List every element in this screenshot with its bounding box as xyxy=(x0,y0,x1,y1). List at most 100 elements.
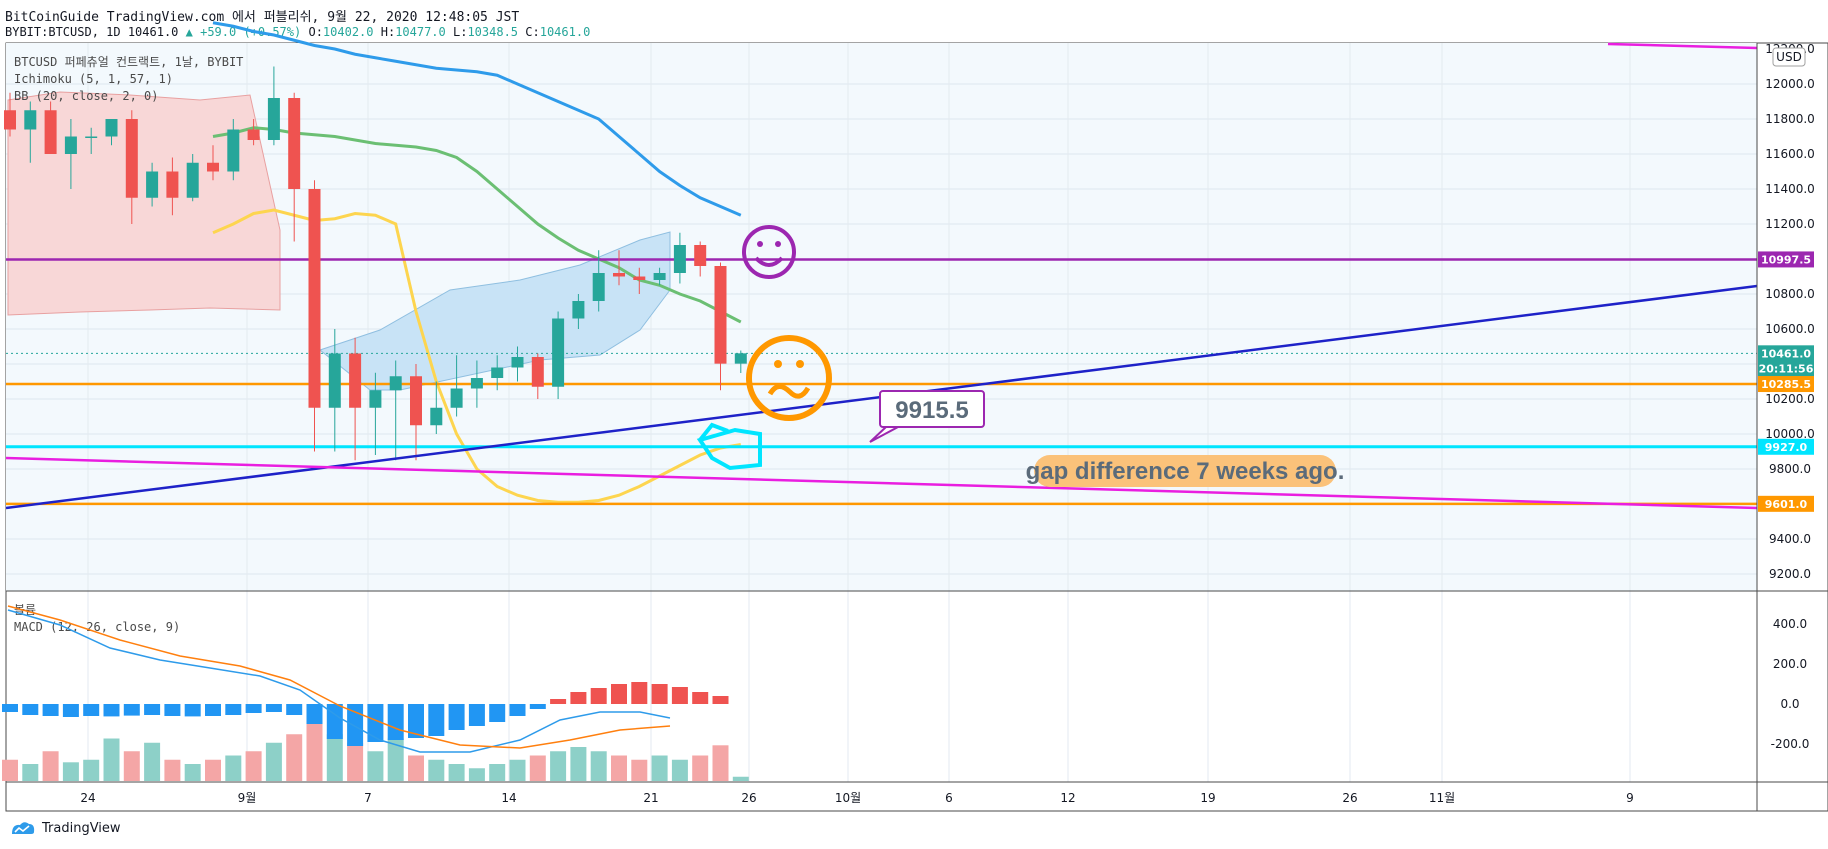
macd-histogram-bar xyxy=(265,704,282,712)
price-tag-box xyxy=(1758,360,1814,377)
candle-body xyxy=(389,376,402,391)
price-tick-label: 11400.0 xyxy=(1765,182,1815,196)
tradingview-brand[interactable]: TradingView xyxy=(10,820,121,836)
volume-bar xyxy=(529,755,546,781)
volume-bar xyxy=(83,759,100,781)
time-tick-label: 26 xyxy=(741,791,756,805)
candle-body xyxy=(105,119,118,137)
price-tick-label: 10200.0 xyxy=(1765,392,1815,406)
macd-histogram-bar xyxy=(448,704,465,730)
volume-bar xyxy=(184,764,201,781)
price-callout[interactable]: 9915.5 xyxy=(869,390,985,443)
volume-bar xyxy=(326,734,343,781)
volume-bar xyxy=(448,764,465,781)
volume-bar xyxy=(570,747,587,781)
volume-bar xyxy=(347,742,364,781)
candle-body xyxy=(207,162,219,172)
macd-histogram-bar xyxy=(509,704,526,716)
macd-tick-label: 400.0 xyxy=(1773,617,1807,631)
currency-box[interactable] xyxy=(1772,47,1806,67)
price-tag-box xyxy=(1758,251,1814,268)
open-label: O: xyxy=(308,25,323,39)
macd-histogram-bar xyxy=(367,704,384,742)
macd-histogram-bar xyxy=(205,704,221,716)
magenta-trendline-top[interactable] xyxy=(1607,42,1758,50)
price-tags: 10997.5 10461.0 20:11:56 10285.5 9927.0 9601.… xyxy=(1758,251,1814,512)
candle-body xyxy=(470,378,483,389)
price-tag-text: 10461.0 xyxy=(1761,347,1811,360)
macd-histogram-bar xyxy=(225,704,242,715)
candle-body xyxy=(288,98,301,189)
price-tag-text: 9601.0 xyxy=(1765,498,1808,511)
time-tick-label: 24 xyxy=(80,791,95,805)
legend-ichimoku: Ichimoku (5, 1, 57, 1) xyxy=(14,72,173,86)
magenta-trendline[interactable] xyxy=(5,456,1758,510)
volume-bar xyxy=(265,742,282,781)
volume-bar xyxy=(550,751,567,781)
macd-histogram-bar xyxy=(489,704,506,722)
macd-histogram-bar xyxy=(286,704,303,715)
candle-body xyxy=(247,129,260,140)
volume-bar xyxy=(712,745,729,781)
macd-histogram-bar xyxy=(590,688,607,704)
volume-bar xyxy=(631,759,648,781)
legend-bb: BB (20, close, 2, 0) xyxy=(14,89,159,103)
chart-canvas[interactable]: 12000.011800.011600.011400.011200.011000… xyxy=(0,0,1828,820)
volume-bar xyxy=(42,751,59,781)
macd-histogram-bar xyxy=(306,704,323,724)
candle-body xyxy=(125,119,138,198)
open-value: 10402.0 xyxy=(322,25,374,39)
time-tick-label: 11월 xyxy=(1429,791,1455,805)
price-tag-text: 10285.5 xyxy=(1761,378,1811,391)
price-tag-text: 10997.5 xyxy=(1761,253,1811,266)
volume-bar xyxy=(205,759,221,781)
candle-body xyxy=(186,162,199,198)
currency-label: USD xyxy=(1776,50,1802,64)
volume-bar xyxy=(590,751,607,781)
candle-body xyxy=(166,171,179,198)
candle-body xyxy=(633,276,646,280)
candle-body xyxy=(369,390,382,408)
macd-pane xyxy=(2,605,749,781)
candle-body xyxy=(24,110,37,130)
macd-histogram-bar xyxy=(103,704,120,717)
volume-bar xyxy=(306,721,323,781)
callout-text: 9915.5 xyxy=(895,397,968,424)
time-tick-label: 12 xyxy=(1060,791,1075,805)
macd-tick-label: -200.0 xyxy=(1771,737,1810,751)
candle-body xyxy=(308,189,321,408)
price-tag-text: 20:11:56 xyxy=(1759,362,1814,375)
candles-layer xyxy=(4,66,747,461)
candle-body xyxy=(673,245,686,273)
price-tick-label: 9800.0 xyxy=(1769,462,1811,476)
high-value: 10477.0 xyxy=(395,25,446,39)
gap-note[interactable]: gap difference 7 weeks ago. xyxy=(1026,455,1345,487)
publish-info: BitCoinGuide TradingView.com 에서 퍼블리쉬, 9월… xyxy=(5,10,520,25)
volume-bar xyxy=(123,751,140,781)
smiley-face-icon[interactable] xyxy=(742,225,796,279)
pointing-hand-icon[interactable] xyxy=(696,422,762,471)
macd-histogram-bar xyxy=(408,704,424,738)
macd-histogram-bar xyxy=(184,704,201,717)
price-tag-box xyxy=(1758,376,1814,393)
price-tick-label: 9200.0 xyxy=(1769,567,1811,581)
candle-body xyxy=(613,273,625,277)
volume-bar xyxy=(62,762,79,781)
candle-body xyxy=(146,171,159,198)
candle-body xyxy=(430,407,443,426)
symbol-name: BYBIT:BTCUSD, 1D xyxy=(5,25,121,39)
legend-title: BTCUSD 퍼페츄얼 컨트랙트, 1날, BYBIT xyxy=(14,55,243,69)
macd-histogram-bar xyxy=(550,699,567,704)
confused-face-icon[interactable] xyxy=(746,335,832,421)
candle-body xyxy=(653,273,666,280)
volume-bar xyxy=(22,764,39,781)
macd-histogram-bar xyxy=(144,704,161,715)
macd-histogram-bar xyxy=(347,704,364,746)
macd-tick-label: 200.0 xyxy=(1773,657,1807,671)
volume-bar xyxy=(671,759,688,781)
macd-histogram-bar xyxy=(712,696,729,704)
bb-upper-line xyxy=(212,21,742,217)
price-tag-box xyxy=(1758,438,1814,455)
price-tick-label: 11600.0 xyxy=(1765,147,1815,161)
volume-bar xyxy=(611,755,627,781)
